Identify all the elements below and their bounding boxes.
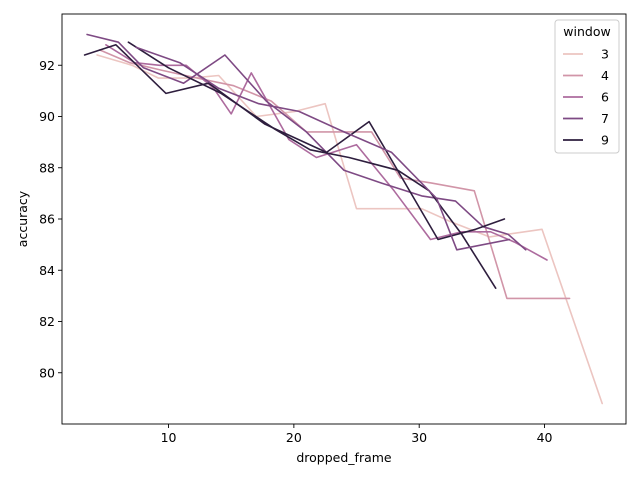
x-tick-label: 30 [411,430,427,445]
y-axis-label: accuracy [15,190,30,247]
legend-items: 3 4 6 7 9 [563,47,609,148]
x-axis-label: dropped_frame [296,450,392,465]
legend-label-6: 6 [601,90,609,105]
plot-lines [83,33,604,405]
x-axis-ticks: 10 20 30 40 [161,424,553,445]
y-tick-label: 84 [39,263,55,278]
legend-label-4: 4 [601,68,609,83]
y-axis-ticks: 80 82 84 86 88 90 92 [39,58,62,380]
x-tick-label: 20 [286,430,302,445]
y-tick-label: 82 [39,314,55,329]
y-tick-label: 90 [39,109,55,124]
y-tick-label: 92 [39,58,55,73]
legend-label-3: 3 [601,47,609,62]
y-tick-label: 80 [39,365,55,380]
legend-label-7: 7 [601,111,609,126]
legend-label-9: 9 [601,133,609,148]
y-tick-label: 88 [39,160,55,175]
legend: window 3 4 6 7 9 [554,19,620,154]
y-tick-label: 86 [39,212,55,227]
series-line-extra-5 [127,41,497,290]
legend-box [554,19,620,154]
series-line-4 [98,49,571,300]
series-line-extra-6 [135,46,511,251]
series-line-6 [105,43,548,261]
x-tick-label: 10 [161,430,177,445]
legend-title: window [563,24,610,39]
x-tick-label: 40 [537,430,553,445]
